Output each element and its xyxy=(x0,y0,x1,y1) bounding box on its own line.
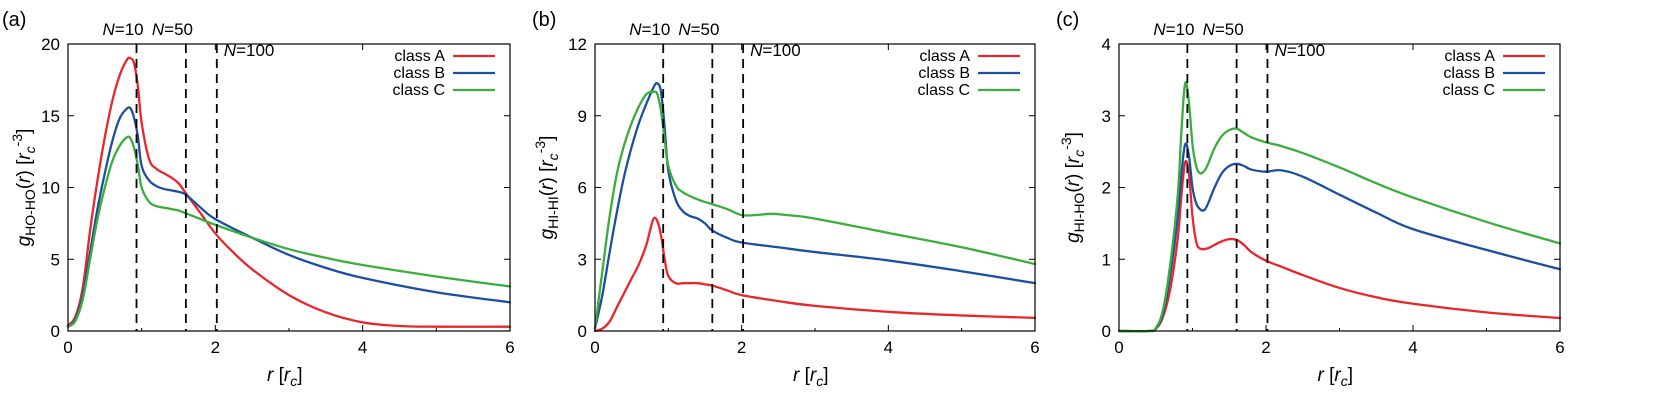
series-line-class-b xyxy=(66,106,512,328)
legend-entry-label: class B xyxy=(393,65,445,82)
y-tick-label: 20 xyxy=(41,35,60,54)
y-tick-label: 12 xyxy=(568,35,587,54)
y-tick-label: 4 xyxy=(1102,35,1111,54)
legend-entry-label: class A xyxy=(1444,48,1495,65)
y-axis-label: gHI-HO(r) [rc-3] xyxy=(1058,132,1087,243)
y-tick-label: 3 xyxy=(1102,107,1111,126)
x-tick-label: 4 xyxy=(1408,338,1417,357)
x-tick-label: 2 xyxy=(1261,338,1270,357)
series-line-class-c xyxy=(593,90,1037,330)
panel-3: (c) N=10 N=50 N=100 0 2 4 6 0 1 2 3 4 r [rc] gHI-HO(r)… xyxy=(1056,9,1565,389)
panel-label: (c) xyxy=(1056,9,1079,31)
x-axis-label: r [rc] xyxy=(793,365,829,389)
legend-entry-label: class C xyxy=(1443,82,1495,99)
y-tick-label: 0 xyxy=(1102,322,1111,341)
y-tick-label: 3 xyxy=(578,250,587,269)
panel-label: (a) xyxy=(2,9,26,31)
panel-2: (b) N=10 N=50 N=100 0 2 4 6 0 3 6 9 12 r [rc] gHI-HI(r… xyxy=(532,9,1040,389)
x-tick-label: 6 xyxy=(1555,338,1564,357)
marker-label: N=10 xyxy=(103,20,144,39)
series-line-class-b xyxy=(593,82,1037,330)
x-tick-label: 0 xyxy=(1114,338,1123,357)
series-line-class-c xyxy=(1117,81,1562,333)
legend-entry-label: class A xyxy=(394,48,445,65)
x-tick-label: 6 xyxy=(1030,338,1039,357)
series-line-class-b xyxy=(1117,142,1562,333)
y-tick-label: 15 xyxy=(41,107,60,126)
x-tick-label: 6 xyxy=(505,338,514,357)
x-tick-label: 4 xyxy=(358,338,367,357)
legend-entry-label: class B xyxy=(1443,65,1495,82)
x-tick-label: 0 xyxy=(63,338,72,357)
y-tick-label: 6 xyxy=(578,179,587,198)
y-tick-label: 2 xyxy=(1102,179,1111,198)
series-line-class-a xyxy=(1117,159,1562,333)
panel-1: (a) N=10 N=50 N=100 0 2 4 6 0 5 10 15 20 r [rc] gHO-HO… xyxy=(2,9,515,389)
marker-label: N=100 xyxy=(1274,41,1325,60)
series-line-class-a xyxy=(593,216,1037,333)
x-axis-label: r [rc] xyxy=(1318,365,1354,389)
y-tick-label: 0 xyxy=(578,322,587,341)
y-tick-label: 10 xyxy=(41,179,60,198)
series-line-class-c xyxy=(66,135,512,328)
y-tick-label: 0 xyxy=(51,322,60,341)
legend-entry-label: class C xyxy=(393,82,445,99)
legend-entry-label: class C xyxy=(918,82,970,99)
marker-label: N=100 xyxy=(750,41,801,60)
legend-entry-label: class B xyxy=(918,65,970,82)
y-axis-label: gHI-HI(r) [rc-3] xyxy=(532,136,561,240)
x-tick-label: 2 xyxy=(737,338,746,357)
series-line-class-a xyxy=(66,56,512,328)
x-axis-label: r [rc] xyxy=(267,365,303,389)
panel-label: (b) xyxy=(532,9,556,31)
marker-label: N=50 xyxy=(1203,20,1244,39)
y-tick-label: 5 xyxy=(51,250,60,269)
marker-label: N=10 xyxy=(629,20,670,39)
legend-entry-label: class A xyxy=(919,48,970,65)
x-tick-label: 0 xyxy=(590,338,599,357)
marker-label: N=50 xyxy=(678,20,719,39)
y-tick-label: 1 xyxy=(1102,250,1111,269)
x-tick-label: 2 xyxy=(211,338,220,357)
x-tick-label: 4 xyxy=(884,338,893,357)
y-tick-label: 9 xyxy=(578,107,587,126)
marker-label: N=10 xyxy=(1153,20,1194,39)
marker-label: N=50 xyxy=(152,20,193,39)
marker-label: N=100 xyxy=(224,41,275,60)
y-axis-label: gHO-HO(r) [rc-3] xyxy=(9,129,38,247)
